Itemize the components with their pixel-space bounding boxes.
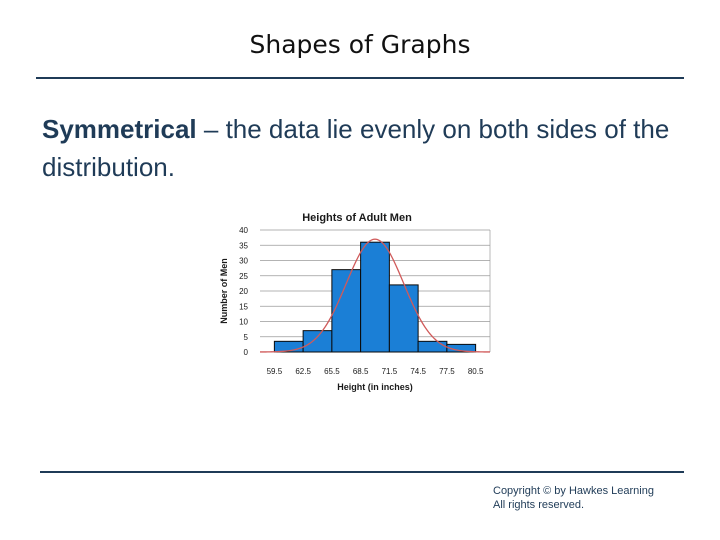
y-axis-label: Number of Men (219, 258, 229, 324)
y-tick-label-5: 5 (244, 333, 249, 342)
bar-4 (388, 284, 419, 353)
y-tick-label-15: 15 (239, 302, 248, 311)
normal-curve (259, 238, 491, 353)
x-tick-label-0: 59.5 (267, 367, 283, 376)
x-tick-label-1: 62.5 (295, 367, 311, 376)
term-symmetrical: Symmetrical (42, 114, 197, 144)
footer-divider (40, 471, 684, 473)
title-divider (36, 77, 684, 79)
bar-3 (360, 241, 390, 353)
x-tick-label-2: 65.5 (324, 367, 340, 376)
normal-curve-overlay (259, 238, 491, 353)
x-axis-label: Height (in inches) (337, 382, 413, 392)
chart-title: Heights of Adult Men (302, 212, 412, 224)
bar-6 (446, 343, 477, 353)
y-tick-label-25: 25 (239, 272, 248, 281)
copyright-line-1: Copyright © by Hawkes Learning (493, 485, 654, 497)
histogram-chart: Heights of Adult Men Number of Men Heigh… (219, 212, 491, 392)
bar-5 (417, 340, 448, 353)
term-definition: – the data lie evenly on both sides of t… (42, 114, 670, 182)
x-tick-label-6: 77.5 (439, 367, 455, 376)
bar-1 (302, 330, 333, 353)
copyright-notice: Copyright © by Hawkes Learning All right… (493, 484, 693, 512)
x-tick-label-7: 80.5 (468, 367, 484, 376)
x-tick-label-5: 74.5 (410, 367, 426, 376)
bars (273, 241, 477, 353)
y-tick-label-35: 35 (239, 241, 248, 250)
y-tick-label-30: 30 (239, 257, 248, 266)
x-tick-labels: 59.5 62.5 65.5 68.5 71.5 74.5 77.5 80.5 (267, 367, 484, 376)
x-tick-label-4: 71.5 (382, 367, 398, 376)
y-tick-label-40: 40 (239, 226, 248, 235)
x-tick-label-3: 68.5 (353, 367, 369, 376)
copyright-line-2: All rights reserved. (493, 499, 585, 511)
slide-body-text: Symmetrical – the data lie evenly on bot… (42, 110, 692, 186)
y-tick-label-20: 20 (239, 287, 248, 296)
y-tick-labels: 0 5 10 15 20 25 30 35 40 (239, 226, 248, 357)
slide-title: Shapes of Graphs (249, 30, 471, 59)
y-tick-label-10: 10 (239, 318, 248, 327)
y-tick-label-0: 0 (244, 348, 249, 357)
